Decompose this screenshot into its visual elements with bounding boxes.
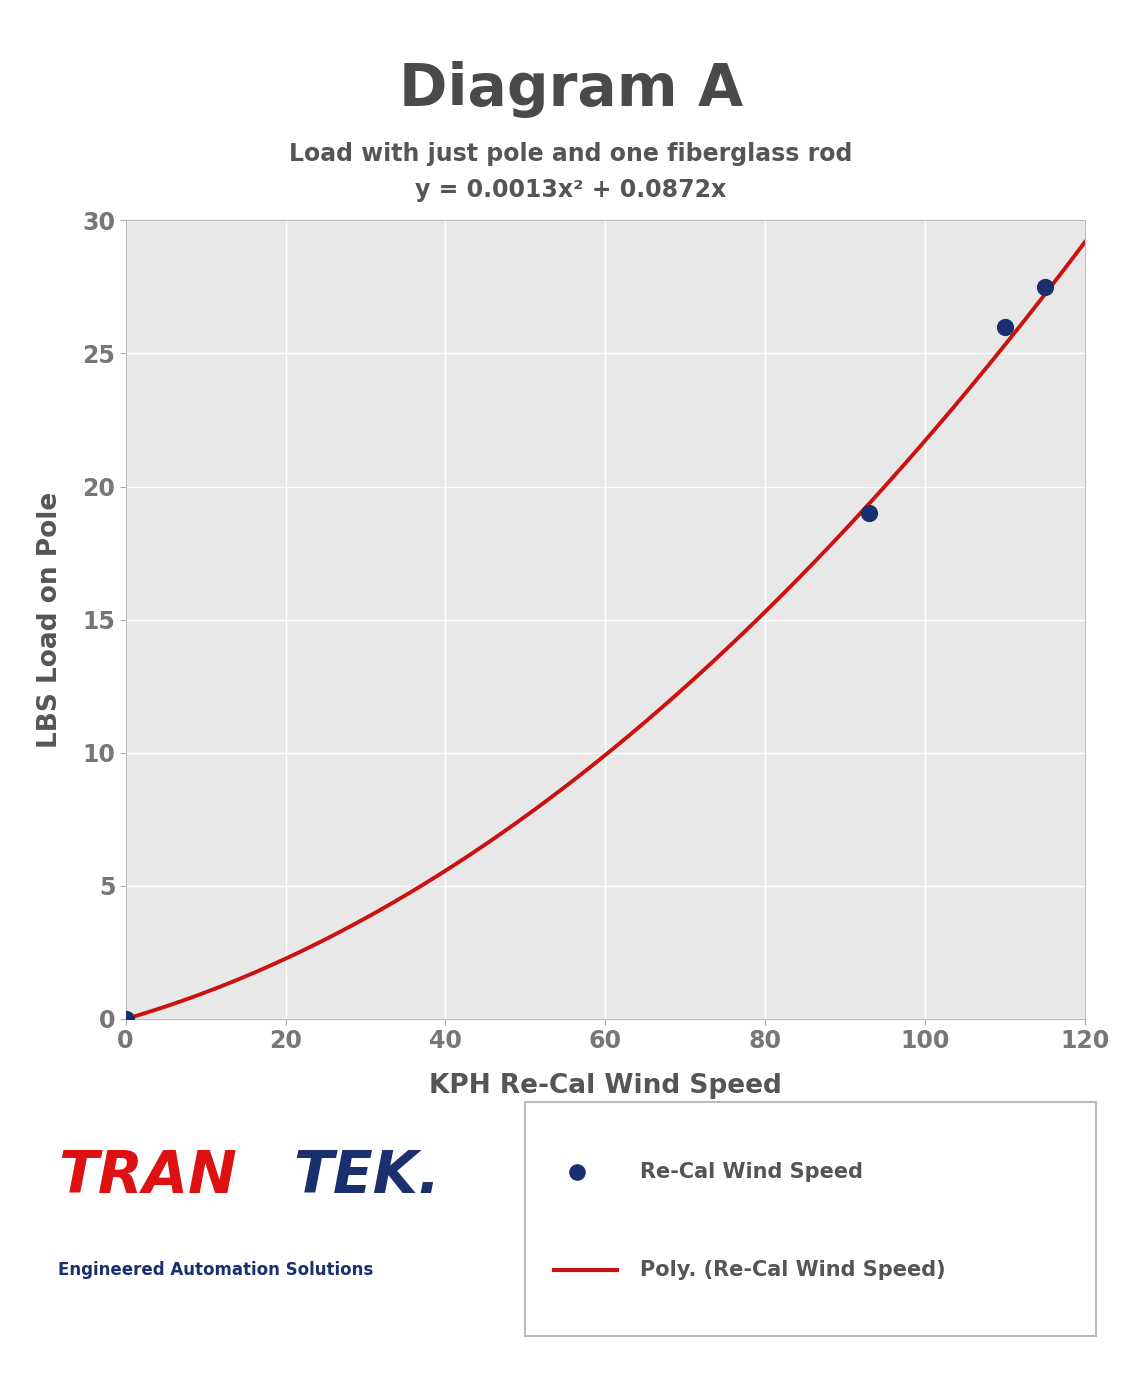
Text: y = 0.0013x² + 0.0872x: y = 0.0013x² + 0.0872x xyxy=(416,178,726,202)
Point xyxy=(860,503,878,525)
Text: TRAN: TRAN xyxy=(58,1148,238,1205)
Text: Re-Cal Wind Speed: Re-Cal Wind Speed xyxy=(640,1162,862,1181)
Point xyxy=(1036,275,1054,297)
Text: Engineered Automation Solutions: Engineered Automation Solutions xyxy=(58,1261,373,1279)
X-axis label: KPH Re-Cal Wind Speed: KPH Re-Cal Wind Speed xyxy=(429,1073,781,1099)
Point xyxy=(568,1161,586,1183)
Point xyxy=(996,315,1014,337)
Point xyxy=(116,1008,135,1030)
Text: Poly. (Re-Cal Wind Speed): Poly. (Re-Cal Wind Speed) xyxy=(640,1260,946,1281)
Text: TEK.: TEK. xyxy=(293,1148,441,1205)
Text: Load with just pole and one fiberglass rod: Load with just pole and one fiberglass r… xyxy=(289,142,853,167)
Text: Diagram A: Diagram A xyxy=(399,61,743,118)
Y-axis label: LBS Load on Pole: LBS Load on Pole xyxy=(37,492,63,748)
